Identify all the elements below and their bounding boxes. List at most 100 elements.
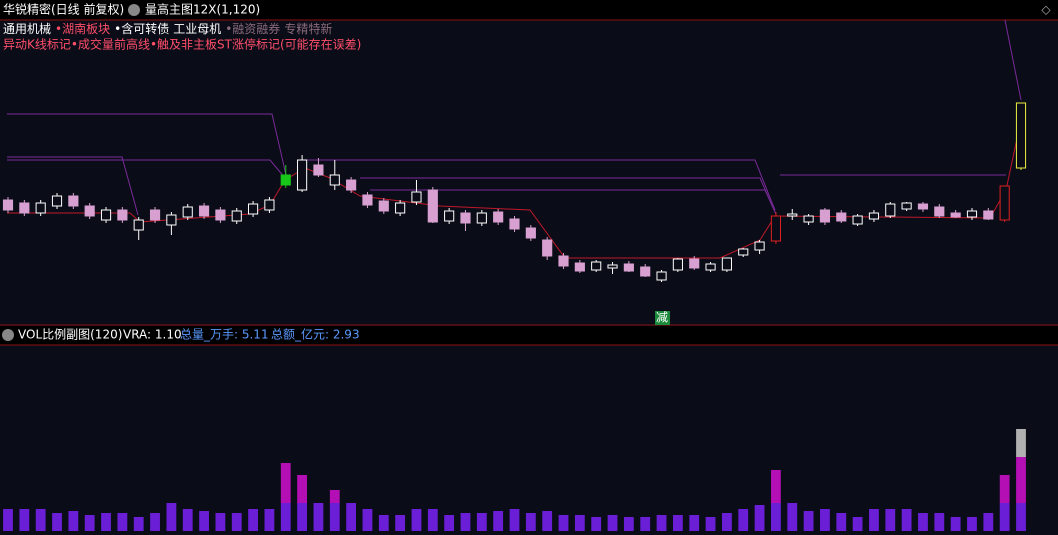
volume-bar [771, 503, 781, 531]
indicator-name[interactable]: 量高主图12X(1,120) [145, 2, 260, 17]
volume-bar [329, 490, 340, 503]
candle-body [591, 261, 602, 271]
volume-bar [248, 509, 258, 531]
volume-bar [918, 513, 928, 531]
volume-bar [983, 513, 994, 531]
candle-body [280, 174, 291, 186]
volume-bar [754, 505, 765, 531]
volume-bar [280, 503, 291, 531]
volume-bar [346, 503, 357, 531]
volume-bar [329, 503, 340, 531]
candle-body [182, 206, 193, 218]
candle-body [803, 215, 814, 223]
candle-body [525, 227, 536, 239]
volume-bar [378, 515, 389, 531]
candle-body [2, 199, 14, 211]
collapse-icon[interactable]: ◇ [1041, 3, 1051, 17]
volume-bar [869, 509, 879, 531]
vra-label: VRA: 1.10 [123, 328, 182, 342]
candle-body [166, 214, 177, 226]
volume-bar [558, 515, 569, 531]
volume-bar [166, 503, 177, 531]
candle-body [983, 210, 994, 220]
candle-body [378, 200, 389, 212]
candle-body [558, 255, 569, 267]
candle-body [607, 264, 618, 269]
volume-bar [705, 517, 716, 531]
volume-bar [640, 517, 651, 531]
volume-bar [885, 509, 896, 531]
candle-body [313, 164, 324, 176]
volume-bar [607, 515, 618, 531]
volume-bar [264, 509, 275, 531]
volume-bar [509, 509, 520, 531]
volume-bar [967, 517, 977, 531]
volume-bar [150, 513, 160, 531]
candle-body [198, 205, 210, 217]
candle-body [100, 209, 112, 221]
candle-body [444, 210, 455, 222]
candle-body [1015, 102, 1027, 169]
volume-bar [901, 509, 912, 531]
volume-bar [395, 515, 406, 531]
volume-bar [803, 511, 814, 531]
notes-line: 异动K线标记•成交量前高线•触及非主板ST涨停标记(可能存在误差) [3, 37, 361, 52]
candle-body [819, 209, 831, 223]
volume-bar [542, 511, 553, 531]
candle-body [476, 212, 487, 224]
title-bar [0, 0, 1058, 20]
candle-body [35, 202, 46, 214]
candle-body [19, 202, 30, 214]
volume-bar [84, 515, 95, 531]
volume-bar [215, 513, 226, 531]
marker-box [655, 311, 670, 325]
volume-title[interactable]: VOL比例副图(120) [18, 328, 122, 342]
volume-bar [411, 509, 422, 531]
candle-body [836, 212, 847, 222]
candle-body [362, 194, 373, 206]
volume-bar [231, 513, 242, 531]
candle-body [297, 159, 308, 191]
legend-item: 专精特新 [284, 21, 332, 36]
total-amount: 总额_亿元: 2.93 [271, 327, 360, 342]
candle-body [934, 206, 945, 217]
resistance-lines [7, 19, 1022, 216]
volume-bar [35, 509, 46, 531]
volume-header-bar [0, 326, 1058, 345]
volume-bar [1016, 503, 1026, 531]
candle-body [885, 203, 896, 217]
volume-bar [836, 513, 847, 531]
candle-body [460, 212, 471, 224]
volume-bar [722, 513, 732, 531]
dropdown-icon[interactable] [2, 329, 14, 341]
candle-body [738, 248, 749, 256]
candle-body [999, 185, 1010, 221]
candle-body [672, 258, 683, 271]
candle-body [84, 205, 95, 217]
volume-bar [3, 509, 13, 531]
candle-body [411, 191, 422, 203]
dropdown-icon[interactable] [128, 4, 140, 16]
candle-body [264, 199, 275, 211]
candle-body [901, 202, 912, 210]
volume-bar [1016, 429, 1026, 457]
candle-body [787, 213, 798, 217]
volume-bar [19, 509, 30, 531]
volume-bar [689, 515, 700, 531]
volume-bar [52, 513, 62, 531]
candle-body [493, 211, 504, 223]
volume-bar [852, 517, 863, 531]
volume-bar [68, 511, 79, 531]
candle-body [656, 271, 667, 281]
volume-bar [182, 509, 193, 531]
volume-bar [117, 513, 128, 531]
volume-bar [574, 515, 585, 531]
candle-body [917, 203, 929, 210]
candle-body [574, 262, 585, 272]
volume-bar [950, 517, 961, 531]
candle-body [248, 203, 259, 215]
volume-bar [493, 511, 504, 531]
volume-bar [1016, 457, 1026, 503]
candle-body [640, 266, 651, 277]
